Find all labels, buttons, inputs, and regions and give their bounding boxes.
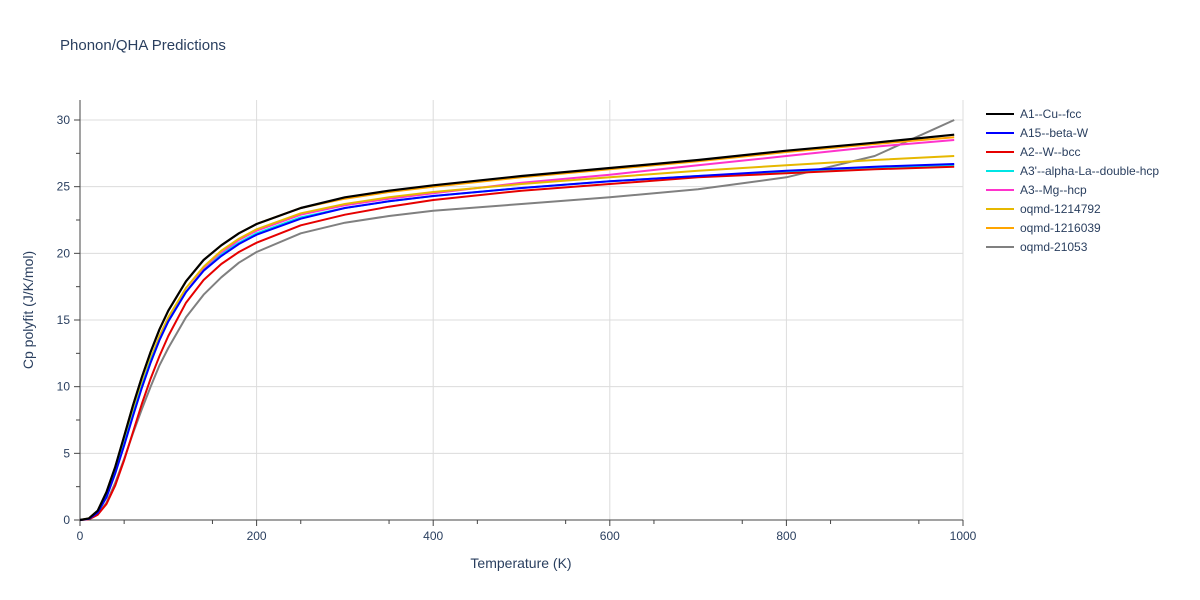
series-line[interactable] (79, 136, 955, 521)
legend-item[interactable]: oqmd-1216039 (986, 221, 1101, 235)
y-axis-title: Cp polyfit (J/K/mol) (20, 251, 36, 369)
y-tick-label: 15 (57, 313, 71, 327)
legend-label: A2--W--bcc (1020, 145, 1080, 159)
series-line[interactable] (79, 155, 955, 521)
legend-label: A3--Mg--hcp (1020, 183, 1087, 197)
x-tick-label: 600 (600, 529, 620, 543)
legend[interactable]: A1--Cu--fcc A15--beta-W A2--W--bcc A3'--alp… (986, 107, 1159, 254)
axes: 0 200 400 600 800 1000 0 5 10 15 20 25 30 (57, 100, 977, 543)
legend-label: oqmd-1216039 (1020, 221, 1101, 235)
legend-label: A15--beta-W (1020, 126, 1089, 140)
x-tick-label: 400 (423, 529, 443, 543)
y-tick-label: 10 (57, 380, 71, 394)
x-axis-title: Temperature (K) (470, 555, 571, 571)
legend-item[interactable]: oqmd-1214792 (986, 202, 1101, 216)
x-tick-label: 1000 (950, 529, 977, 543)
x-tick-label: 0 (77, 529, 84, 543)
y-tick-label: 30 (57, 113, 71, 127)
legend-label: oqmd-1214792 (1020, 202, 1101, 216)
legend-label: A1--Cu--fcc (1020, 107, 1081, 121)
chart-title: Phonon/QHA Predictions (60, 37, 226, 54)
y-tick-label: 25 (57, 180, 71, 194)
series-line[interactable] (79, 163, 955, 521)
y-tick-label: 0 (63, 513, 70, 527)
legend-label: A3'--alpha-La--double-hcp (1020, 164, 1159, 178)
legend-item[interactable]: A1--Cu--fcc (986, 107, 1081, 121)
legend-item[interactable]: A15--beta-W (986, 126, 1089, 140)
series-line[interactable] (79, 165, 955, 521)
series-line[interactable] (79, 139, 955, 521)
x-tick-label: 800 (776, 529, 796, 543)
series-line[interactable] (79, 164, 955, 521)
legend-label: oqmd-21053 (1020, 240, 1088, 254)
legend-item[interactable]: oqmd-21053 (986, 240, 1088, 254)
legend-item[interactable]: A3--Mg--hcp (986, 183, 1087, 197)
legend-item[interactable]: A2--W--bcc (986, 145, 1080, 159)
series-layer (79, 119, 955, 522)
y-tick-label: 5 (63, 446, 70, 460)
legend-item[interactable]: A3'--alpha-La--double-hcp (986, 164, 1159, 178)
y-tick-label: 20 (57, 246, 71, 260)
x-tick-label: 200 (247, 529, 267, 543)
series-line[interactable] (79, 133, 955, 522)
